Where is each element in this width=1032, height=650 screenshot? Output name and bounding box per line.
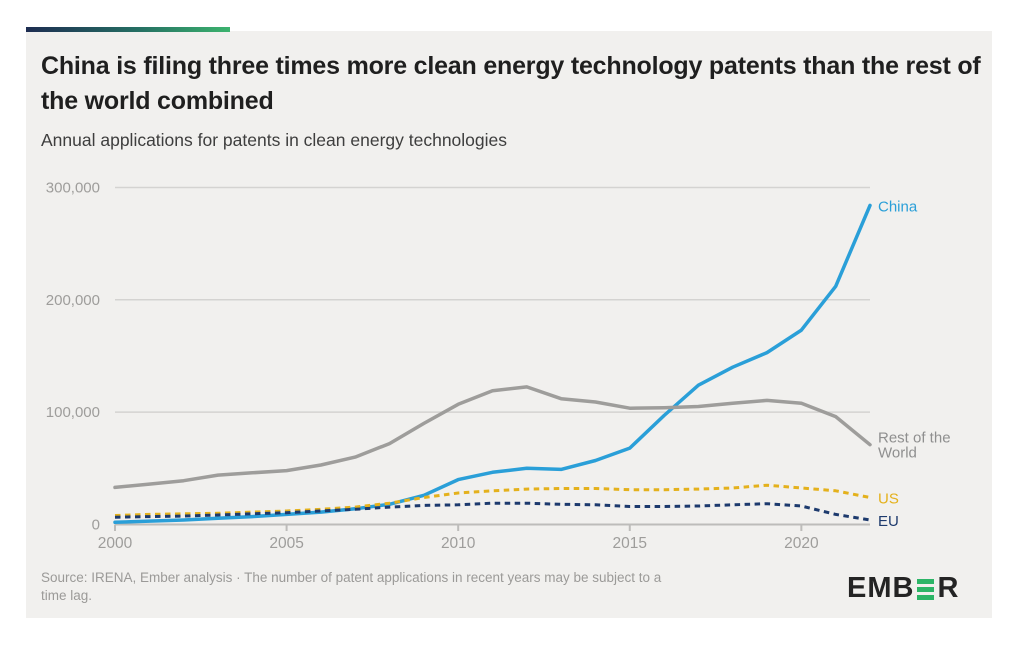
x-tick-label: 2005: [269, 535, 303, 552]
line-us: [114, 483, 871, 517]
source-note: Source: IRENA, Ember analysis · The numb…: [41, 569, 821, 605]
y-tick-label: 200,000: [46, 292, 100, 309]
ember-logo-letters-post: R: [937, 572, 960, 604]
y-tick-label: 100,000: [46, 404, 100, 421]
x-tick-label: 2015: [613, 535, 647, 552]
series-label-us: US: [878, 491, 899, 508]
page-title: China is filing three times more clean e…: [41, 52, 981, 115]
line-chart: 0 100,000 200,000 300,000 2000 2005 2010 2015 20…: [46, 179, 951, 552]
line-rest-of-the-world: [113, 385, 872, 490]
ember-logo: EMB R: [847, 572, 959, 605]
source-note-line2: time lag.: [41, 588, 93, 603]
line-china: [113, 203, 872, 525]
series-label-rest-of-the-world: World: [878, 445, 917, 462]
ember-logo-e-icon: [917, 579, 935, 600]
x-tick-label: 2000: [98, 535, 133, 552]
series-label-eu: EU: [878, 513, 899, 530]
y-tick-label: 0: [92, 517, 100, 534]
series-label-china: China: [878, 198, 918, 215]
brand-gradient-bar: [26, 27, 230, 32]
chart-subtitle: Annual applications for patents in clean…: [41, 130, 508, 150]
source-note-line1: Source: IRENA, Ember analysis · The numb…: [41, 570, 662, 585]
y-tick-label: 300,000: [46, 179, 100, 196]
x-tick-label: 2010: [441, 535, 476, 552]
ember-logo-letters-pre: EMB: [847, 572, 915, 604]
x-tick-label: 2020: [784, 535, 819, 552]
series-label-rest-of-the-world: Rest of the: [878, 430, 951, 447]
